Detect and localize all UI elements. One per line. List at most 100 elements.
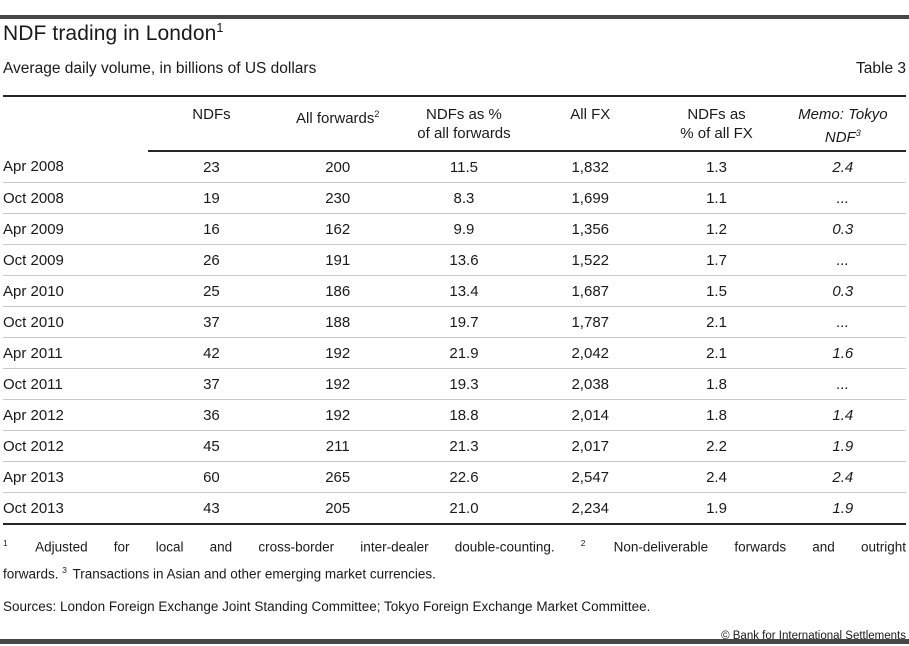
cell-all-fx: 2,014 (527, 399, 654, 431)
table-row: Apr 2009 16 162 9.9 1,356 1.2 0.3 (3, 213, 906, 245)
row-period-label: Oct 2010 (3, 306, 149, 338)
cell-all-forwards: 200 (274, 151, 401, 183)
table-row: Oct 2011 37 192 19.3 2,038 1.8... (3, 368, 906, 400)
row-period-label: Apr 2009 (3, 213, 149, 245)
cell-ndfs-pct-of-all-fx: 1.1 (653, 182, 780, 214)
cell-memo-tokyo-ndf: 1.9 (779, 492, 906, 525)
bottom-page-rule (0, 639, 909, 644)
cell-memo-tokyo-ndf: ... (779, 182, 906, 214)
table-row: Oct 2010 37 188 19.7 1,787 2.1... (3, 306, 906, 338)
cell-all-fx: 1,522 (527, 244, 654, 276)
row-period-label: Apr 2008 (3, 151, 149, 183)
cell-ndfs-pct-of-all-forwards: 21.9 (400, 337, 528, 369)
column-header-ndfs: NDFs (148, 96, 275, 152)
cell-all-fx: 2,234 (527, 492, 654, 525)
row-period-label: Oct 2013 (3, 492, 149, 525)
cell-memo-tokyo-ndf: 0.3 (779, 275, 906, 307)
cell-memo-tokyo-ndf: 1.4 (779, 399, 906, 431)
footnotes-line-1: 1 Adjusted for local and cross-border in… (3, 538, 906, 555)
table-subtitle: Average daily volume, in billions of US … (3, 60, 317, 77)
ndf-trading-table: NDFs All forwards2 NDFs as % of all forward… (3, 95, 906, 525)
cell-all-forwards: 192 (274, 399, 401, 431)
cell-ndfs: 36 (148, 399, 275, 431)
cell-memo-tokyo-ndf: 0.3 (779, 213, 906, 245)
row-period-label: Apr 2010 (3, 275, 149, 307)
cell-ndfs: 37 (148, 368, 275, 400)
table-header-row: NDFs All forwards2 NDFs as % of all forward… (3, 96, 906, 152)
row-period-label: Oct 2011 (3, 368, 149, 400)
cell-ndfs-pct-of-all-fx: 1.8 (653, 368, 780, 400)
table-row: Oct 2013 43 205 21.0 2,234 1.9 1.9 (3, 492, 906, 525)
cell-ndfs-pct-of-all-forwards: 22.6 (400, 461, 528, 493)
table-row: Apr 2011 42 192 21.9 2,042 2.1 1.6 (3, 337, 906, 369)
row-period-label: Oct 2009 (3, 244, 149, 276)
cell-all-forwards: 211 (274, 430, 401, 462)
cell-ndfs: 60 (148, 461, 275, 493)
table-row: Oct 2009 26 191 13.6 1,522 1.7... (3, 244, 906, 276)
cell-memo-tokyo-ndf: ... (779, 368, 906, 400)
cell-memo-tokyo-ndf: ... (779, 244, 906, 276)
header-footnote-marker: 3 (855, 128, 861, 138)
cell-all-forwards: 205 (274, 492, 401, 525)
table-panel: NDF trading in London 1 Average daily vol… (0, 15, 909, 643)
cell-all-forwards: 188 (274, 306, 401, 338)
cell-ndfs-pct-of-all-fx: 2.2 (653, 430, 780, 462)
cell-ndfs-pct-of-all-fx: 2.1 (653, 337, 780, 369)
cell-all-forwards: 192 (274, 368, 401, 400)
cell-ndfs-pct-of-all-forwards: 11.5 (400, 151, 528, 183)
cell-ndfs: 16 (148, 213, 275, 245)
page-title-text: NDF trading in London (3, 22, 217, 45)
cell-memo-tokyo-ndf: 2.4 (779, 461, 906, 493)
table-row: Oct 2008 19 230 8.3 1,699 1.1... (3, 182, 906, 214)
footnote-marker: 1 (3, 538, 8, 548)
row-period-label: Apr 2011 (3, 337, 149, 369)
row-period-label: Oct 2012 (3, 430, 149, 462)
cell-memo-tokyo-ndf: 1.9 (779, 430, 906, 462)
cell-ndfs: 25 (148, 275, 275, 307)
top-page-rule (0, 15, 909, 19)
cell-ndfs-pct-of-all-fx: 1.3 (653, 151, 780, 183)
cell-all-fx: 2,547 (527, 461, 654, 493)
cell-ndfs: 45 (148, 430, 275, 462)
cell-all-forwards: 186 (274, 275, 401, 307)
cell-ndfs-pct-of-all-fx: 1.5 (653, 275, 780, 307)
subtitle-row: Average daily volume, in billions of US … (3, 59, 906, 79)
cell-ndfs-pct-of-all-forwards: 13.4 (400, 275, 528, 307)
cell-all-fx: 1,356 (527, 213, 654, 245)
cell-ndfs-pct-of-all-fx: 1.7 (653, 244, 780, 276)
footnote-marker: 3 (62, 564, 67, 575)
cell-ndfs: 43 (148, 492, 275, 525)
table-row: Apr 2013 60 265 22.6 2,547 2.4 2.4 (3, 461, 906, 493)
cell-ndfs-pct-of-all-fx: 2.4 (653, 461, 780, 493)
cell-ndfs-pct-of-all-forwards: 21.0 (400, 492, 528, 525)
cell-ndfs: 26 (148, 244, 275, 276)
cell-memo-tokyo-ndf: 2.4 (779, 151, 906, 183)
cell-all-forwards: 230 (274, 182, 401, 214)
sources-line: Sources: London Foreign Exchange Joint S… (3, 599, 651, 614)
table-row: Apr 2010 25 186 13.4 1,687 1.5 0.3 (3, 275, 906, 307)
cell-ndfs: 42 (148, 337, 275, 369)
cell-ndfs: 23 (148, 151, 275, 183)
header-footnote-marker: 2 (374, 109, 380, 119)
cell-all-fx: 2,038 (527, 368, 654, 400)
cell-all-fx: 1,832 (527, 151, 654, 183)
row-period-label: Oct 2008 (3, 182, 149, 214)
column-header-memo-tokyo-ndf: Memo: Tokyo NDF3 (779, 96, 906, 152)
row-period-label: Apr 2012 (3, 399, 149, 431)
cell-ndfs-pct-of-all-forwards: 21.3 (400, 430, 528, 462)
footnote-marker: 2 (580, 538, 586, 548)
cell-all-forwards: 265 (274, 461, 401, 493)
cell-ndfs-pct-of-all-fx: 1.9 (653, 492, 780, 525)
column-header-ndfs-pct-of-all-fx: NDFs as% of all FX (653, 96, 780, 152)
cell-ndfs-pct-of-all-fx: 1.2 (653, 213, 780, 245)
cell-ndfs-pct-of-all-forwards: 9.9 (400, 213, 528, 245)
column-header-period (3, 96, 148, 151)
row-period-label: Apr 2013 (3, 461, 149, 493)
cell-ndfs-pct-of-all-forwards: 13.6 (400, 244, 528, 276)
column-header-all-forwards: All forwards2 (274, 96, 401, 152)
table-row: Oct 2012 45 211 21.3 2,017 2.2 1.9 (3, 430, 906, 462)
column-header-all-fx: All FX (527, 96, 654, 152)
footnotes-line-2: forwards. 3 Transactions in Asian and ot… (3, 564, 436, 582)
cell-ndfs-pct-of-all-forwards: 19.7 (400, 306, 528, 338)
cell-memo-tokyo-ndf: 1.6 (779, 337, 906, 369)
